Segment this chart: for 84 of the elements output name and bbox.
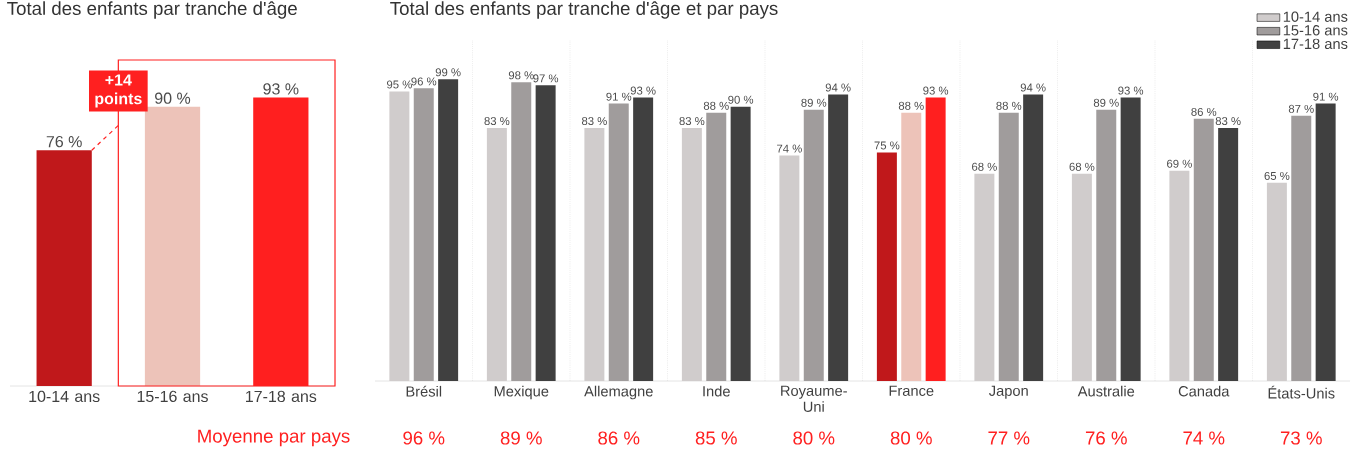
x-tick-label: 17-18 ans xyxy=(246,390,317,403)
data-label: 65 % xyxy=(1264,171,1290,180)
bar xyxy=(535,85,556,381)
bar xyxy=(1291,115,1312,381)
data-label: 97 % xyxy=(533,74,559,83)
data-label: 94 % xyxy=(825,83,851,92)
data-label: 91 % xyxy=(606,92,632,101)
data-label: 75 % xyxy=(874,141,900,150)
bar xyxy=(608,103,629,381)
data-label: 93 % xyxy=(923,86,949,95)
legend-label: 10-14 ans xyxy=(1283,11,1348,22)
data-label: 74 % xyxy=(777,144,802,153)
legend-label: 15-16 ans xyxy=(1283,25,1348,36)
data-label: 76 % xyxy=(46,135,82,148)
x-tick-label: Allemagne xyxy=(584,385,653,400)
data-label: 90 % xyxy=(728,95,754,104)
data-label: 93 % xyxy=(263,83,299,95)
text: 96 % xyxy=(403,431,445,445)
bar xyxy=(803,109,824,381)
data-label: 95 % xyxy=(386,80,412,89)
annotation: +14 points xyxy=(95,74,142,108)
text: 73 % xyxy=(1280,431,1322,445)
legend-label: 17-18 ans xyxy=(1283,38,1348,50)
data-label: 98 % xyxy=(508,71,534,80)
bar xyxy=(706,112,727,381)
data-label: 90 % xyxy=(155,92,191,104)
bar xyxy=(925,97,946,381)
x-tick-label: Mexique xyxy=(494,385,549,400)
x-tick-label: 10-14 ans xyxy=(29,390,100,403)
bar xyxy=(1023,94,1044,381)
bar xyxy=(901,112,922,381)
data-label: 94 % xyxy=(1020,83,1046,92)
text: 85 % xyxy=(695,431,737,445)
bar xyxy=(1218,128,1239,381)
data-label: 83 % xyxy=(581,117,607,126)
data-label: 99 % xyxy=(435,68,461,77)
text: 74 % xyxy=(1183,431,1225,445)
data-label: 91 % xyxy=(1313,92,1339,101)
x-tick-label: Japon xyxy=(989,385,1028,399)
bar xyxy=(511,82,532,381)
data-label: 93 % xyxy=(1118,86,1144,95)
bar xyxy=(1193,118,1214,381)
data-label: 89 % xyxy=(1093,98,1119,107)
data-label: 83 % xyxy=(1215,117,1241,126)
data-label: 88 % xyxy=(898,101,924,110)
x-tick-label: Inde xyxy=(703,385,730,397)
bar xyxy=(413,88,434,381)
bar xyxy=(998,112,1019,381)
data-label: 88 % xyxy=(996,101,1022,110)
bar xyxy=(438,79,459,381)
x-tick-label: Canada xyxy=(1178,385,1230,397)
text: 86 % xyxy=(598,431,640,445)
data-label: 96 % xyxy=(411,77,437,86)
data-label: 83 % xyxy=(484,117,510,126)
data-label: 68 % xyxy=(972,162,997,171)
chart-title: Total des enfants par tranche d'âge et par pays xyxy=(390,1,778,19)
bar xyxy=(1315,103,1336,381)
bar xyxy=(1120,97,1141,381)
x-tick-label: Brésil xyxy=(406,385,442,397)
bar xyxy=(1096,109,1117,381)
data-label: 89 % xyxy=(801,98,827,107)
x-tick-label: 15-16 ans xyxy=(137,390,208,403)
data-label: 87 % xyxy=(1288,104,1314,113)
bar xyxy=(828,94,849,381)
x-tick-label: Australie xyxy=(1077,385,1135,397)
text: 77 % xyxy=(988,431,1030,445)
text: 89 % xyxy=(500,431,542,445)
data-label: 83 % xyxy=(679,117,705,126)
data-label: 86 % xyxy=(1191,107,1217,116)
data-label: 93 % xyxy=(630,86,656,95)
text: Moyenne par pays xyxy=(198,429,350,447)
x-tick-label: États-Unis xyxy=(1268,385,1335,399)
data-label: 69 % xyxy=(1167,159,1192,168)
bar xyxy=(633,97,654,381)
chart-title: Total des enfants par tranche d'âge xyxy=(7,1,297,19)
text: 80 % xyxy=(890,431,932,445)
x-tick-label: France xyxy=(889,385,934,396)
text: 80 % xyxy=(793,431,835,445)
bar xyxy=(730,106,751,381)
text: 76 % xyxy=(1085,431,1127,445)
bar xyxy=(876,152,897,381)
x-tick-label: Royaume-Uni xyxy=(781,385,847,412)
data-label: 68 % xyxy=(1069,162,1095,171)
data-label: 88 % xyxy=(703,101,729,110)
